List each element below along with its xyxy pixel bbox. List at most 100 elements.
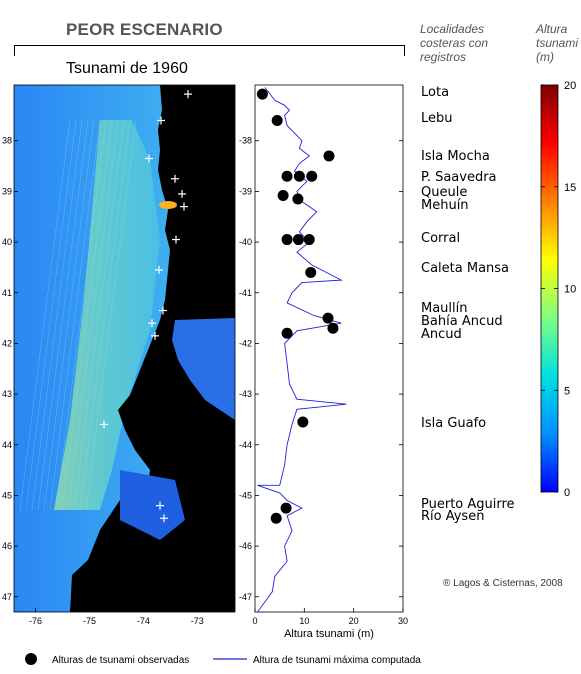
colorbar-tick-label: 10 <box>564 284 576 296</box>
locality-name: P. Saavedra <box>421 169 497 185</box>
locality-name: Puerto Aguirre <box>421 496 515 512</box>
observed-point <box>292 193 304 205</box>
observed-point <box>303 234 315 246</box>
observed-point <box>306 170 318 182</box>
colorbar-header-line: Altura <box>536 22 568 36</box>
y-tick-label: -39 <box>239 186 252 196</box>
observed-point <box>305 266 317 278</box>
colorbar-tick-label: 5 <box>564 385 570 397</box>
profile-plot-frame <box>254 84 404 613</box>
observed-point <box>281 234 293 246</box>
observed-point <box>277 189 289 201</box>
legend-observed-label: Alturas de tsunami observadas <box>52 655 189 666</box>
colorbar-header: Altura tsunami (m) <box>536 22 578 64</box>
wave-line <box>25 119 77 511</box>
observed-point <box>293 170 305 182</box>
localities-header-line: Localidades <box>420 22 485 36</box>
wave-line <box>43 119 95 511</box>
observed-point <box>297 416 309 428</box>
localities-header: Localidades costeras con registros <box>420 22 510 64</box>
observed-point <box>270 512 282 524</box>
y-tick-label: -40 <box>239 237 252 247</box>
inland-sea <box>172 318 235 420</box>
map-y-tick-label: 47 <box>2 592 12 602</box>
observed-point <box>292 234 304 246</box>
y-tick-label: -42 <box>239 338 252 348</box>
locality-name: Ancud <box>421 326 462 342</box>
wave-line <box>49 119 101 511</box>
y-tick-label: -43 <box>239 389 252 399</box>
x-tick-label: 30 <box>398 616 408 626</box>
profile-axes: -38 -39 -40 -41 -42 -43 -44 -45 -46 -47 0 10 20 30 <box>239 136 408 626</box>
observed-point <box>323 150 335 162</box>
credit: ® Lagos & Cisternas, 2008 <box>443 578 563 589</box>
colorbar-tick-label: 15 <box>564 182 576 194</box>
wave-line <box>37 119 89 511</box>
wave-lines <box>19 119 137 511</box>
localities-header-line: costeras con <box>420 36 489 50</box>
x-tick-label: 20 <box>349 616 359 626</box>
y-tick-label: -47 <box>239 592 252 602</box>
wave-line <box>61 119 113 511</box>
wave-line <box>31 119 83 511</box>
locality-name: Bahía Ancud <box>421 314 503 330</box>
observed-point <box>281 327 293 339</box>
colorbar-ticks: 0 5 10 15 20 <box>541 80 576 499</box>
map-y-tick-label: 41 <box>2 288 12 298</box>
wave-line <box>85 119 137 511</box>
map-panel <box>14 85 235 612</box>
observed-point <box>322 312 334 324</box>
computed-height-series <box>257 87 347 613</box>
map-y-tick-label: 40 <box>2 237 12 247</box>
locality-name: Lota <box>421 85 450 101</box>
legend-computed-label: Altura de tsunami máxima computada <box>253 655 421 666</box>
map-y-tick-label: 45 <box>2 490 12 500</box>
locality-name: Maullín <box>421 301 468 317</box>
map-y-tick-label: 42 <box>2 338 12 348</box>
y-tick-label: -41 <box>239 288 252 298</box>
land-mass <box>70 85 235 612</box>
y-tick-label: -44 <box>239 440 252 450</box>
map-x-axis: -76 -75 -74 -73 <box>29 608 204 626</box>
locality-name: Mehuín <box>421 197 469 213</box>
observed-point <box>280 502 292 514</box>
fjord-waters <box>120 470 185 540</box>
colorbar-tick-label: 20 <box>564 80 576 92</box>
computed-height-line <box>257 87 347 613</box>
hotspot-mark <box>159 201 177 209</box>
x-tick-label: 10 <box>299 616 309 626</box>
event-label: Tsunami de 1960 <box>66 60 188 77</box>
wave-line <box>55 119 107 511</box>
locality-name: Caleta Mansa <box>421 260 510 276</box>
wave-line <box>67 119 119 511</box>
map-y-tick-label: 39 <box>2 186 12 196</box>
legend: Alturas de tsunami observadas Altura de … <box>25 653 421 666</box>
colorbar-header-line: (m) <box>536 50 554 64</box>
y-tick-label: -45 <box>239 490 252 500</box>
locality-name: Queule <box>421 184 468 200</box>
observed-point <box>256 88 268 100</box>
x-tick-label: 0 <box>252 616 257 626</box>
observed-point <box>281 170 293 182</box>
map-frame <box>13 84 236 613</box>
observed-point <box>327 322 339 334</box>
map-y-tick-label: 38 <box>2 136 12 146</box>
observed-point <box>271 114 283 126</box>
locality-name: Isla Mocha <box>421 149 490 165</box>
wave-line <box>19 119 71 511</box>
localities-header-line: registros <box>420 50 467 64</box>
map-x-tick-label: -73 <box>191 616 204 626</box>
map-x-tick-label: -76 <box>29 616 42 626</box>
wave-line <box>79 119 131 511</box>
legend-observed-marker <box>25 653 37 665</box>
station-markers <box>100 90 192 523</box>
map-x-tick-label: -75 <box>83 616 96 626</box>
colorbar-header-line: tsunami <box>536 36 579 50</box>
profile-x-label: Altura tsunami (m) <box>284 628 374 640</box>
y-tick-label: -46 <box>239 541 252 551</box>
map-x-tick-label: -74 <box>137 616 150 626</box>
colorbar-tick-label: 0 <box>564 487 570 499</box>
map-y-tick-label: 46 <box>2 541 12 551</box>
map-y-tick-label: 44 <box>2 440 12 450</box>
